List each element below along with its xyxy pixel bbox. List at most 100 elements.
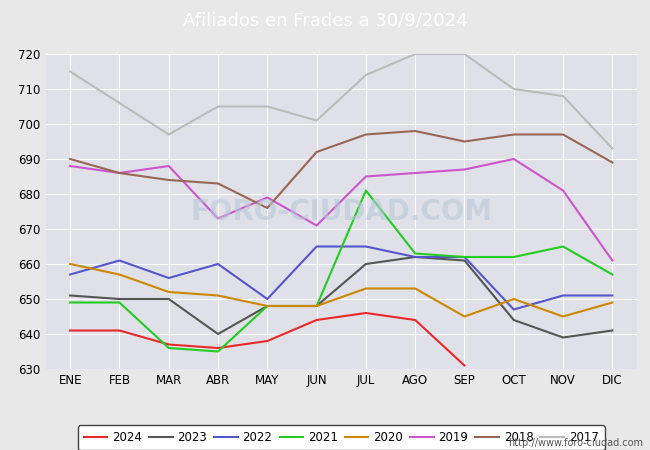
2017 xyxy=(263,104,271,109)
2021 xyxy=(165,345,173,351)
Line: 2023: 2023 xyxy=(70,257,612,338)
2022 xyxy=(66,272,74,277)
2023 xyxy=(461,258,469,263)
2022 xyxy=(116,258,124,263)
2024 xyxy=(66,328,74,333)
2023 xyxy=(214,331,222,337)
2019 xyxy=(461,167,469,172)
Line: 2019: 2019 xyxy=(70,159,612,261)
2019 xyxy=(214,216,222,221)
2021 xyxy=(116,300,124,305)
2020 xyxy=(165,289,173,295)
2023 xyxy=(510,317,517,323)
2017 xyxy=(559,93,567,99)
2022 xyxy=(559,293,567,298)
2021 xyxy=(313,303,320,309)
2024 xyxy=(116,328,124,333)
2017 xyxy=(165,132,173,137)
2017 xyxy=(66,69,74,74)
2021 xyxy=(362,188,370,193)
2018 xyxy=(559,132,567,137)
Line: 2018: 2018 xyxy=(70,131,612,208)
2017 xyxy=(411,51,419,57)
2024 xyxy=(362,310,370,316)
2019 xyxy=(411,170,419,176)
2022 xyxy=(263,296,271,302)
2018 xyxy=(362,132,370,137)
Text: Afiliados en Frades a 30/9/2024: Afiliados en Frades a 30/9/2024 xyxy=(183,11,467,29)
2020 xyxy=(510,296,517,302)
2017 xyxy=(214,104,222,109)
2018 xyxy=(411,128,419,134)
2023 xyxy=(608,328,616,333)
2024 xyxy=(214,345,222,351)
2021 xyxy=(559,244,567,249)
2024 xyxy=(461,363,469,368)
2021 xyxy=(461,254,469,260)
2020 xyxy=(559,314,567,319)
2017 xyxy=(608,146,616,151)
Legend: 2024, 2023, 2022, 2021, 2020, 2019, 2018, 2017: 2024, 2023, 2022, 2021, 2020, 2019, 2018… xyxy=(78,425,604,450)
2019 xyxy=(362,174,370,179)
2019 xyxy=(608,258,616,263)
2023 xyxy=(165,296,173,302)
2019 xyxy=(116,170,124,176)
Text: http://www.foro-ciudad.com: http://www.foro-ciudad.com xyxy=(508,438,644,448)
2018 xyxy=(263,205,271,211)
2020 xyxy=(116,272,124,277)
2019 xyxy=(263,195,271,200)
2017 xyxy=(116,100,124,106)
2018 xyxy=(313,149,320,155)
2023 xyxy=(66,293,74,298)
2018 xyxy=(461,139,469,144)
2024 xyxy=(263,338,271,344)
2019 xyxy=(313,223,320,228)
2021 xyxy=(214,349,222,354)
2023 xyxy=(263,303,271,309)
2021 xyxy=(66,300,74,305)
2023 xyxy=(559,335,567,340)
2019 xyxy=(559,188,567,193)
2022 xyxy=(461,254,469,260)
2024 xyxy=(165,342,173,347)
Line: 2017: 2017 xyxy=(70,54,612,148)
2019 xyxy=(66,163,74,169)
2021 xyxy=(608,272,616,277)
2023 xyxy=(116,296,124,302)
2017 xyxy=(362,72,370,78)
2020 xyxy=(263,303,271,309)
2017 xyxy=(313,118,320,123)
2024 xyxy=(411,317,419,323)
2022 xyxy=(608,293,616,298)
Line: 2022: 2022 xyxy=(70,247,612,310)
2021 xyxy=(411,251,419,256)
2021 xyxy=(263,303,271,309)
2017 xyxy=(461,51,469,57)
2018 xyxy=(66,156,74,162)
2022 xyxy=(214,261,222,267)
Text: FORO-CIUDAD.COM: FORO-CIUDAD.COM xyxy=(190,198,492,225)
2022 xyxy=(411,254,419,260)
2020 xyxy=(608,300,616,305)
2023 xyxy=(362,261,370,267)
2023 xyxy=(411,254,419,260)
2020 xyxy=(66,261,74,267)
2021 xyxy=(510,254,517,260)
2024 xyxy=(313,317,320,323)
2022 xyxy=(510,307,517,312)
2022 xyxy=(313,244,320,249)
2020 xyxy=(461,314,469,319)
Line: 2021: 2021 xyxy=(70,190,612,351)
2020 xyxy=(313,303,320,309)
2018 xyxy=(608,160,616,165)
2017 xyxy=(510,86,517,92)
2022 xyxy=(165,275,173,281)
2020 xyxy=(362,286,370,291)
2018 xyxy=(116,170,124,176)
2019 xyxy=(510,156,517,162)
2018 xyxy=(165,177,173,183)
Line: 2024: 2024 xyxy=(70,313,465,365)
2018 xyxy=(214,181,222,186)
2020 xyxy=(411,286,419,291)
2019 xyxy=(165,163,173,169)
